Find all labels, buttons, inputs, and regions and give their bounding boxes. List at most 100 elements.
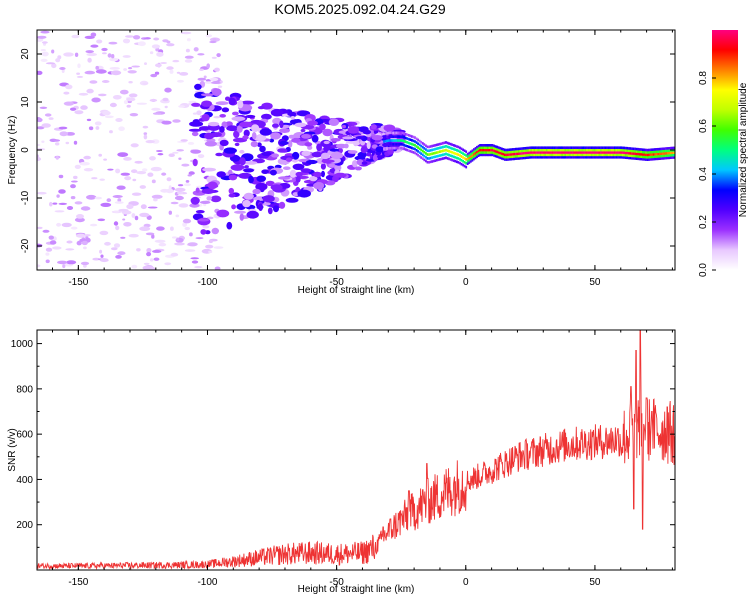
spectrogram-cell [395,139,398,142]
spectrogram-cell [404,148,407,151]
spectrogram-cell [637,155,640,158]
spectrogram-cell [490,153,492,157]
spectrogram-cell [638,155,641,158]
snr-panel: -150 -100 -50 0 50 200 400 600 800 1000 Height of… [7,329,676,595]
spectrogram-cell [621,156,624,159]
spectrogram-cell [189,232,193,237]
spectrogram-cell [443,149,446,152]
spectrogram-cell [657,155,660,158]
spectrogram-cell [579,151,582,154]
spectrogram-cell [615,153,618,157]
spectrogram-cell [525,146,528,150]
spectrogram-cell [524,154,526,157]
spectrogram-cell [531,156,534,159]
spectrogram-cell [55,142,60,146]
spectrogram-cell [142,82,148,85]
spectrogram-cell [601,153,604,157]
spectrogram-cell [482,153,485,157]
spectrogram-cell [496,155,499,158]
spectrogram-cell [617,153,619,157]
spectrogram-cell [404,132,407,136]
spectrogram-cell [418,151,421,154]
spectrogram-cell [215,101,229,106]
spectrogram-cell [641,153,644,156]
spectrogram-cell [542,151,545,154]
spectrogram-cell [538,146,540,149]
spectrogram-cell [573,148,576,152]
spectrogram-cell [485,144,488,147]
spectrogram-cell [471,151,474,155]
spectrogram-cell [415,141,418,144]
spectrogram-cell [37,191,47,195]
spectrogram-cell [243,161,258,165]
spectrogram-cell [411,139,413,142]
spectrogram-cell [390,131,393,135]
spectrogram-cell [428,157,430,160]
spectrogram-cell [425,148,427,151]
spectrogram-cell [531,146,534,149]
spectrogram-cell [578,146,581,149]
spectrogram-cell [614,148,616,152]
spectrogram-cell [457,149,460,153]
spectrogram-cell [111,247,118,251]
spectrogram-cell [83,264,87,268]
spectrogram-cell [581,156,584,159]
spectrogram-cell [628,154,630,157]
spectrogram-cell [459,158,461,161]
spectrogram-cell [172,236,177,239]
spectrogram-cell [468,156,471,160]
spectrogram-cell [216,209,230,218]
spectrogram-cell [343,143,349,149]
spectrogram-cell [535,156,537,159]
spectrogram-cell [511,148,514,151]
spectrogram-cell [123,100,128,105]
spectrogram-cell [477,152,480,155]
spectrogram-cell [216,53,221,58]
spectrogram-cell [634,150,636,153]
spectrogram-cell [407,141,410,145]
spectrogram-cell [102,52,107,55]
spectrogram-cell [423,154,426,158]
spectrogram-cell [143,223,151,228]
spectrogram-cell [107,53,112,58]
spectrogram-cell [508,155,511,159]
spectrogram-cell [581,148,584,152]
spectrogram-cell [195,210,205,214]
spectrogram-cell [409,134,412,138]
spectrogram-cell [270,132,281,140]
spectrogram-cell [428,149,430,153]
spectrogram-cell [452,151,455,155]
spectrogram-cell [593,156,596,159]
spectrogram-cell [573,153,576,157]
y-tick-label: 200 [16,520,33,531]
spectrogram-cell [115,118,123,122]
spectrogram-cell [449,150,452,154]
spectrogram-cell [646,151,649,154]
spectrogram-cell [87,57,92,63]
spectrogram-cell [211,227,219,235]
spectrogram-cell [533,148,536,152]
spectrogram-cell [641,150,644,154]
spectrogram-cell [499,146,502,150]
spectrogram-cell [666,151,669,155]
spectrogram-cell [643,150,646,154]
spectrogram-cell [403,147,406,151]
x-tick-label: -100 [197,277,217,288]
spectrogram-cell [214,67,220,72]
spectrogram-cell [603,148,605,152]
spectrogram-cell [397,139,399,142]
spectrogram-cell [584,153,587,157]
spectrogram-cell [624,149,627,152]
spectrogram-cell [434,159,437,162]
spectrogram-cell [645,148,647,152]
spectrogram-cell [621,151,624,154]
spectrogram-cell [421,157,424,160]
spectrogram-cell [531,151,534,154]
spectrogram-cell [519,154,522,158]
spectrogram-cell [51,63,57,69]
spectrogram-cell [131,264,138,269]
spectrogram-cell [90,32,97,37]
spectrogram-cell [398,143,401,146]
spectrogram-cell [607,151,610,154]
